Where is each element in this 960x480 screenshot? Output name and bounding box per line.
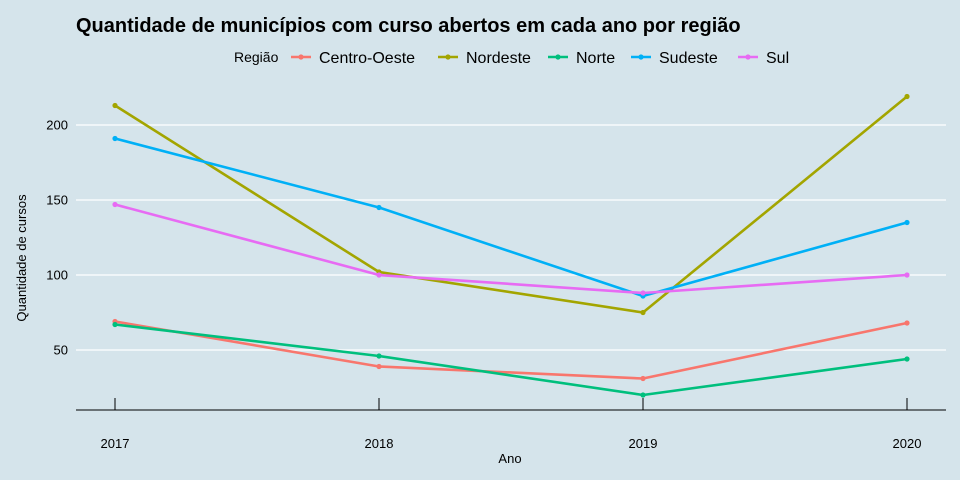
data-point	[640, 392, 646, 398]
legend-key-point	[445, 54, 451, 60]
axes: 50 100 150 200 2017 2018 2019 2020	[46, 118, 946, 451]
legend-label: Sul	[766, 50, 789, 67]
data-point	[904, 93, 910, 100]
legend-label: Sudeste	[659, 50, 718, 67]
series-line-nordeste	[114, 95, 908, 314]
legend-key-point	[555, 54, 561, 60]
legend-key-point	[745, 54, 751, 60]
legend-label: Nordeste	[466, 50, 531, 67]
data-point	[376, 204, 382, 211]
data-point	[112, 135, 118, 142]
legend: Região Centro-Oeste Nordeste Norte Sudeste S…	[234, 49, 789, 67]
data-point	[376, 272, 382, 278]
data-point	[112, 321, 118, 328]
legend-key-point	[298, 54, 304, 60]
legend-title: Região	[234, 49, 279, 65]
series-line-norte	[114, 323, 908, 397]
series-layer	[112, 93, 910, 398]
series-line-sudeste	[114, 137, 908, 298]
data-point	[376, 363, 382, 370]
data-point	[376, 353, 382, 359]
data-point	[904, 219, 910, 226]
data-point	[904, 356, 910, 362]
data-point	[112, 102, 118, 109]
x-tick-label: 2020	[893, 436, 922, 451]
y-tick-label: 150	[46, 193, 68, 208]
legend-label: Centro-Oeste	[319, 50, 415, 67]
data-point	[640, 375, 646, 382]
data-point	[640, 309, 646, 316]
data-point	[904, 272, 910, 278]
legend-label: Norte	[576, 50, 615, 67]
x-axis-title: Ano	[498, 451, 521, 466]
y-axis-title: Quantidade de cursos	[14, 194, 29, 322]
data-point	[904, 320, 910, 326]
chart-title: Quantidade de municípios com curso abert…	[76, 15, 741, 37]
series-line-centro-oeste	[114, 320, 908, 380]
y-tick-label: 100	[46, 268, 68, 283]
x-tick-label: 2018	[365, 436, 394, 451]
data-point	[112, 201, 118, 208]
series-line-sul	[114, 203, 908, 295]
data-point	[640, 290, 646, 296]
y-tick-label: 50	[54, 343, 68, 358]
y-tick-label: 200	[46, 118, 68, 133]
legend-key-point	[638, 54, 644, 60]
grid	[76, 124, 946, 351]
x-tick-label: 2019	[629, 436, 658, 451]
x-tick-label: 2017	[101, 436, 130, 451]
